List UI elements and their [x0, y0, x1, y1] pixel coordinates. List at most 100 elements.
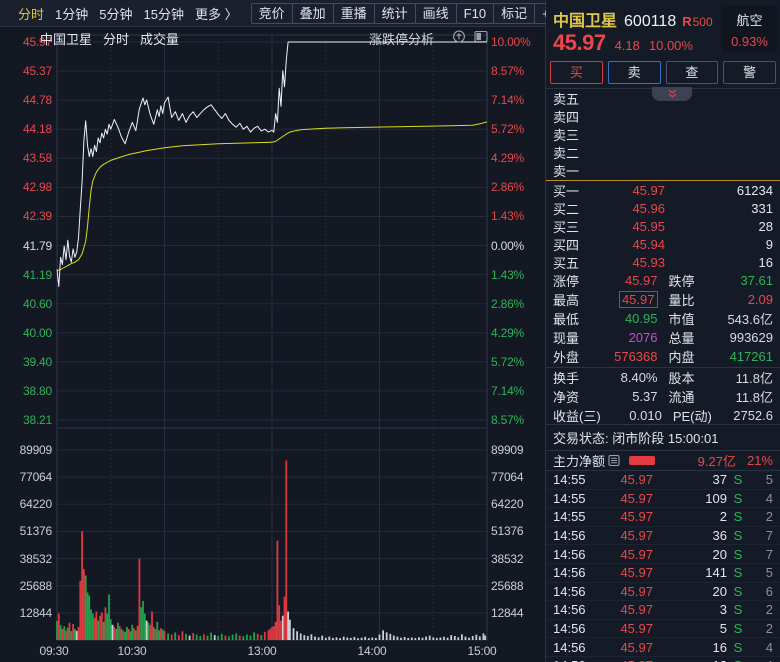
bid-level-4[interactable]: 买四 45.94 9 [546, 236, 780, 254]
toolbar-button-overlay[interactable]: 叠加 [291, 2, 334, 24]
stat-label: 内盘 [668, 350, 695, 365]
price-axis-label: 42.98 [22, 180, 52, 195]
trade-count: 4 [749, 658, 773, 662]
percent-axis-label: 0.00% [491, 238, 525, 253]
bid-level-3[interactable]: 买三 45.95 28 [546, 217, 780, 235]
bid-level-3-label: 买三 [553, 219, 580, 235]
toolbar-button-auction[interactable]: 竞价 [250, 2, 293, 24]
stat-row: 现量 2076 总量 993629 [546, 328, 780, 347]
price-axis-label: 40.00 [22, 325, 52, 340]
volume-axis-label: 12844 [491, 605, 524, 620]
sector-box[interactable]: 航空 0.93% [722, 5, 777, 52]
trade-price: 45.97 [620, 490, 653, 506]
trade-list[interactable]: 14:55 45.97 37 S 5 14:55 45.97 109 S 4 14:55 45.97 2… [546, 470, 780, 662]
price-axis-label: 45.97 [22, 35, 52, 49]
stat-value: 11.8亿 [735, 371, 773, 386]
main-flow-percent: 21% [746, 453, 773, 468]
bid-level-1-volume: 61234 [736, 182, 773, 198]
volume-axis-label: 77064 [491, 470, 524, 485]
trade-side: S [727, 658, 749, 662]
buy-button[interactable]: 买 [550, 61, 603, 84]
order-book: 卖五 卖四 卖三 卖二 卖一 买一 45.97 61234 买二 45.96 331 买三 45.95… [546, 87, 780, 272]
stat-label: 跌停 [668, 274, 695, 289]
stat-label: 股本 [668, 371, 695, 386]
time-axis-label: 14:00 [357, 644, 387, 658]
bid-level-5-volume: 16 [758, 255, 773, 271]
alert-button[interactable]: 警 [723, 61, 776, 84]
stat-row: 外盘 576368 内盘 417261 [546, 347, 780, 366]
ask-level-1[interactable]: 卖一 [546, 162, 780, 180]
bid-level-2-label: 买二 [553, 201, 580, 217]
stat-label: 总量 [668, 331, 695, 346]
trade-price: 45.97 [620, 602, 653, 618]
trade-price: 45.97 [620, 528, 653, 544]
stat-value-text: 5.37 [632, 389, 658, 404]
trade-count: 5 [765, 565, 773, 581]
main-flow-amount: 9.27亿 [697, 454, 736, 469]
ask-level-2[interactable]: 卖二 [546, 144, 780, 162]
ask-level-5[interactable]: 卖五 [546, 89, 780, 107]
trade-time: 14:55 [553, 490, 586, 506]
expand-circle-icon[interactable] [452, 30, 466, 43]
stat-value: 37.61 [740, 273, 773, 288]
percent-axis-label: 2.86% [491, 180, 525, 195]
volume-axis-label: 64220 [491, 497, 524, 512]
price-axis-label: 45.37 [22, 64, 52, 79]
toolbar-button-draw-line[interactable]: 画线 [414, 2, 457, 24]
timeframe-1min[interactable]: 1分钟 [55, 6, 89, 22]
toolbar-button-mark[interactable]: 标记 [493, 2, 536, 24]
trade-volume: 141 [705, 565, 727, 581]
limit-analysis-link[interactable]: 涨跌停分析 [369, 32, 435, 47]
bid-level-3-price: 45.95 [632, 218, 665, 234]
timeframe-tabs: 分时 1分钟 5分钟 15分钟 更多 〉 [7, 4, 238, 23]
stat-row: 最低 40.95 市值 543.6亿 [546, 309, 780, 328]
toolbar-button-f10[interactable]: F10 [455, 2, 495, 24]
ask-level-4[interactable]: 卖四 [546, 107, 780, 125]
stat-value: 5.37 [579, 389, 668, 404]
toolbar-button-replay[interactable]: 重播 [332, 2, 375, 24]
stat-value: 543.6亿 [727, 312, 773, 327]
chart-panel: 45.97 45.37 44.78 44.18 43.58 42.98 42.39 41.79… [0, 0, 625, 662]
price-change: 4.18 [614, 38, 640, 53]
trade-side: S [733, 490, 743, 506]
trade-status-row: 交易状态: 闭市阶段 15:00:01 [546, 424, 780, 450]
split-panel-icon[interactable] [474, 30, 488, 43]
trade-side: S [733, 639, 743, 655]
timeframe-5min[interactable]: 5分钟 [99, 6, 133, 22]
trade-row: 14:56 45.97 20 S 6 [546, 583, 780, 602]
stat-label: 收益(三) [553, 409, 601, 424]
bid-level-1[interactable]: 买一 45.97 61234 [546, 181, 780, 199]
stat-value-text: 0.010 [629, 408, 662, 423]
collapse-book-button[interactable] [652, 87, 692, 101]
sell-button[interactable]: 卖 [607, 61, 661, 84]
stat-label: 外盘 [553, 350, 580, 365]
query-button[interactable]: 查 [665, 61, 719, 84]
bid-levels: 买一 45.97 61234 买二 45.96 331 买三 45.95 28 买四 45.94 9 买… [546, 181, 780, 272]
bid-level-5[interactable]: 买五 45.93 16 [546, 254, 780, 272]
stats-divider [546, 367, 780, 368]
stat-value-text: 45.97 [618, 291, 658, 308]
list-icon[interactable] [608, 454, 620, 467]
timeframe-15min[interactable]: 15分钟 [143, 6, 184, 22]
bid-level-2[interactable]: 买二 45.96 331 [546, 199, 780, 217]
timeframe-more[interactable]: 更多 〉 [194, 6, 238, 22]
percent-axis-label: 8.57% [491, 413, 525, 427]
timeframe-intraday[interactable]: 分时 [18, 6, 45, 22]
chart-title: 中国卫星 分时 成交量 [40, 29, 190, 48]
trade-count: 7 [765, 546, 773, 562]
trade-volume: 37 [712, 472, 727, 488]
percent-axis-label: 1.43% [491, 209, 525, 224]
toolbar-button-statistics[interactable]: 统计 [373, 2, 416, 24]
stats-section: 涨停 45.97 跌停 37.61 最高 45.97 量比 2.09 最低 40.95 市值 543.… [546, 271, 780, 425]
trade-count: 4 [765, 490, 773, 506]
trade-count: 2 [765, 621, 773, 637]
price-axis-label: 38.21 [22, 413, 52, 427]
bid-level-2-volume: 331 [751, 200, 773, 216]
volume-axis-label: 51376 [491, 524, 524, 539]
chart-canvas[interactable] [0, 0, 545, 662]
trade-row: 14:56 45.97 141 S 5 [546, 564, 780, 583]
ask-level-3[interactable]: 卖三 [546, 125, 780, 143]
volume-axis-label: 38532 [491, 551, 524, 566]
trade-volume: 109 [705, 490, 727, 506]
